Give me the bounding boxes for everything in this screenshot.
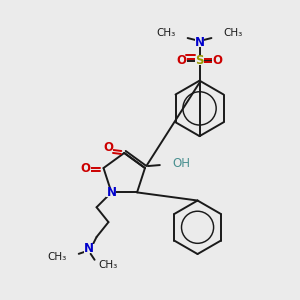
FancyBboxPatch shape bbox=[166, 159, 184, 167]
Text: S: S bbox=[195, 54, 204, 67]
Text: O: O bbox=[212, 54, 222, 67]
FancyBboxPatch shape bbox=[81, 164, 91, 172]
Text: O: O bbox=[177, 54, 187, 67]
Text: OH: OH bbox=[173, 157, 191, 169]
Text: CH₃: CH₃ bbox=[48, 252, 67, 262]
Text: N: N bbox=[106, 186, 116, 199]
Text: CH₃: CH₃ bbox=[223, 28, 243, 38]
Text: N: N bbox=[194, 37, 205, 50]
FancyBboxPatch shape bbox=[177, 56, 187, 65]
FancyBboxPatch shape bbox=[212, 56, 222, 65]
Text: O: O bbox=[103, 140, 113, 154]
Text: CH₃: CH₃ bbox=[98, 260, 118, 270]
FancyBboxPatch shape bbox=[84, 244, 94, 253]
FancyBboxPatch shape bbox=[195, 56, 205, 65]
FancyBboxPatch shape bbox=[106, 188, 116, 197]
FancyBboxPatch shape bbox=[195, 38, 205, 47]
FancyBboxPatch shape bbox=[103, 142, 113, 152]
Text: N: N bbox=[84, 242, 94, 255]
Text: CH₃: CH₃ bbox=[157, 28, 176, 38]
Text: O: O bbox=[81, 161, 91, 175]
